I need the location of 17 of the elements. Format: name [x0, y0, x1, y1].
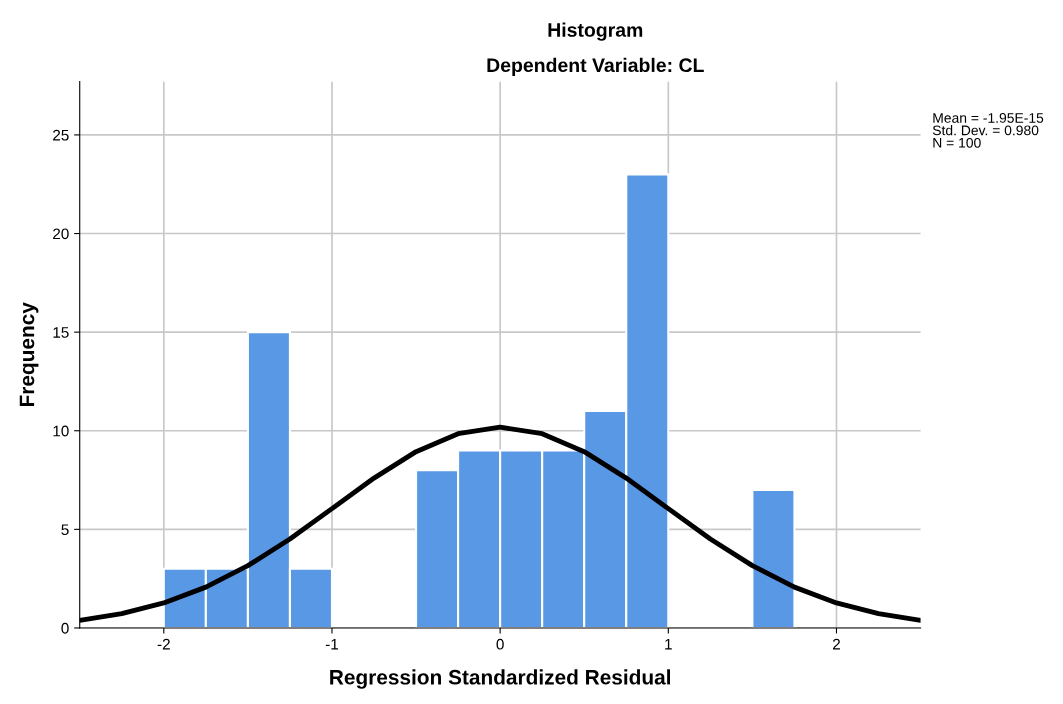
line-series: [79, 424, 921, 623]
x-tick-label: 1: [665, 638, 672, 650]
y-tick-label: 25: [53, 129, 69, 141]
chart-title: Histogram: [548, 22, 643, 41]
x-tick-label: -2: [157, 638, 170, 650]
y-tick-label: 20: [53, 228, 69, 240]
y-axis-title: Frequency: [19, 302, 39, 407]
x-tick-label: 0: [496, 638, 504, 650]
y-tick-label: 15: [53, 327, 69, 338]
text: Mean = -1.95E-15 Std. Dev. = 0.980 N = 100: [932, 113, 1044, 148]
y-tick-label: 5: [61, 524, 69, 536]
x-tick-label: 2: [833, 638, 840, 650]
y-tick-label: 0: [61, 622, 69, 634]
chart-subtitle: Dependent Variable: CL: [487, 57, 704, 76]
x-axis-title: Regression Standardized Residual: [330, 669, 671, 689]
x-tick-label: -1: [325, 638, 339, 650]
y-tick-label: 10: [53, 425, 69, 437]
